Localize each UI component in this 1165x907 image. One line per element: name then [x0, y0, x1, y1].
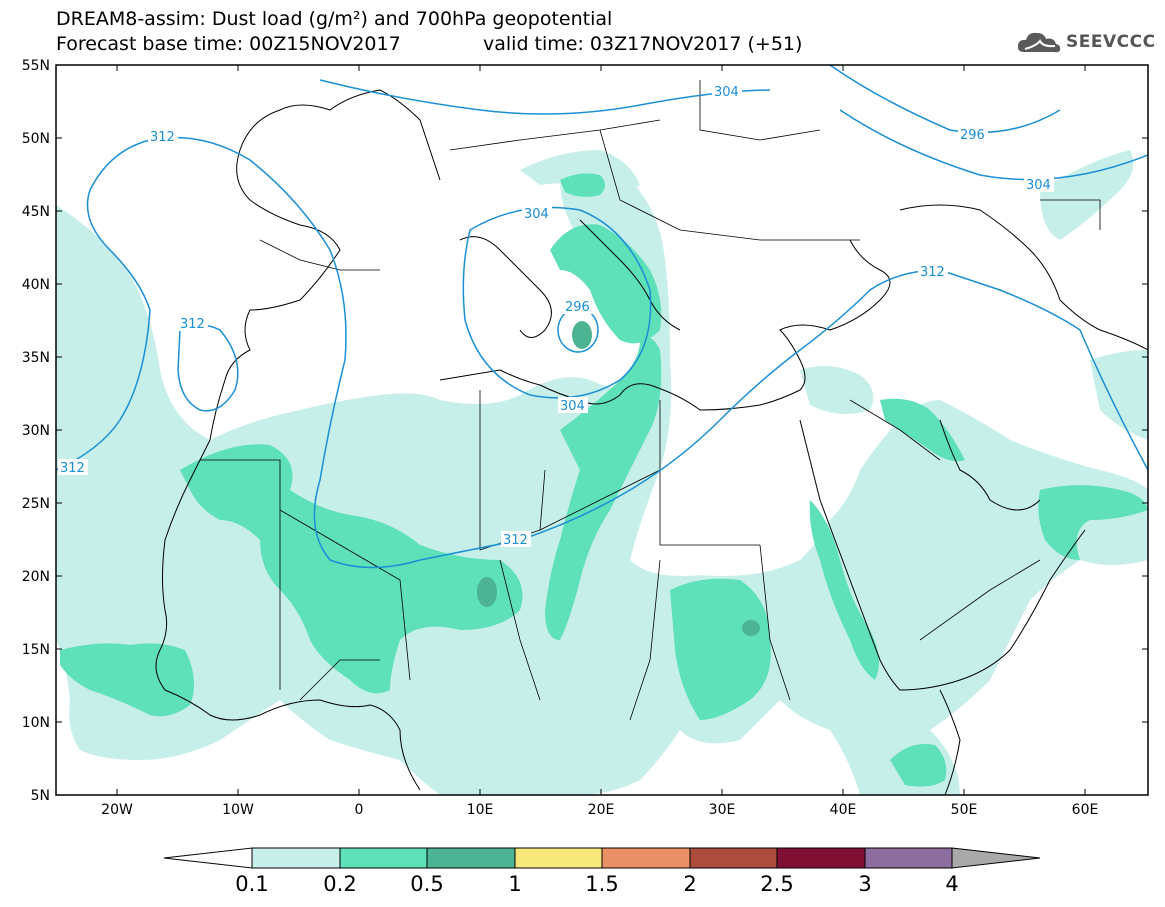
colorbar-label-0.1: 0.1: [235, 872, 268, 896]
title-line-1: DREAM8-assim: Dust load (g/m²) and 700hP…: [56, 8, 613, 30]
cloud-icon: [1017, 32, 1061, 53]
colorbar-swatch-5: [689, 847, 778, 869]
coastlines: [155, 89, 1148, 795]
colorbar-label-1: 1: [508, 872, 521, 896]
colorbar-swatch-6: [776, 847, 866, 869]
colorbar-label-2.5: 2.5: [760, 872, 793, 896]
contour-label-296-low: 296: [565, 300, 590, 315]
logo-text: SEEVCCC: [1066, 32, 1156, 52]
colorbar-high-arrow: [951, 847, 1041, 869]
colorbar-label-0.5: 0.5: [410, 872, 443, 896]
lat-label-45n: 45N: [22, 204, 50, 220]
lat-label-10n: 10N: [22, 715, 50, 731]
lon-label-40e: 40E: [830, 802, 857, 818]
contour-label-304-ne: 304: [1026, 178, 1051, 193]
lon-label-30e: 30E: [709, 802, 736, 818]
lat-label-30n: 30N: [22, 423, 50, 439]
geopotential-contours: [56, 65, 1148, 569]
contour-label-312-nw: 312: [150, 130, 175, 145]
colorbar-label-0.2: 0.2: [323, 872, 356, 896]
lon-label-50e: 50E: [951, 802, 978, 818]
colorbar-label-1.5: 1.5: [585, 872, 618, 896]
contour-label-304-north: 304: [714, 85, 739, 100]
colorbar-swatch-1: [339, 847, 428, 869]
lon-label-60e: 60E: [1072, 802, 1099, 818]
longitude-axis: [116, 65, 1086, 795]
latitude-axis: [56, 64, 1148, 796]
contour-label-312-west: 312: [180, 317, 205, 332]
lon-label-10e: 10E: [467, 802, 494, 818]
colorbar: [163, 847, 1041, 869]
contour-label-304-upper: 304: [524, 207, 549, 222]
colorbar-swatch-0: [251, 847, 341, 869]
colorbar-label-2: 2: [683, 872, 696, 896]
contour-labels: 304 296 304 312 312 312 312 312 304 296 …: [58, 83, 1054, 548]
lon-label-10w: 10W: [222, 802, 254, 818]
seevccc-logo: SEEVCCC: [1016, 28, 1156, 56]
colorbar-swatch-3: [514, 847, 603, 869]
lat-label-35n: 35N: [22, 350, 50, 366]
contour-label-296-ne: 296: [960, 128, 985, 143]
colorbar-label-4: 4: [945, 872, 958, 896]
lat-label-25n: 25N: [22, 496, 50, 512]
contour-label-304-low: 304: [560, 399, 585, 414]
lon-label-20w: 20W: [101, 802, 133, 818]
lat-label-50n: 50N: [22, 131, 50, 147]
contour-label-312-south: 312: [503, 533, 528, 548]
title-line-3: valid time: 03Z17NOV2017 (+51): [483, 33, 803, 55]
colorbar-swatch-4: [601, 847, 691, 869]
colorbar-low-arrow: [163, 847, 253, 869]
lat-label-40n: 40N: [22, 277, 50, 293]
contour-label-312-sw: 312: [60, 461, 85, 476]
lon-label-0: 0: [355, 802, 364, 818]
lat-label-20n: 20N: [22, 569, 50, 585]
latitude-labels: 55N 50N 45N 40N 35N 30N 25N 20N 15N 10N …: [22, 58, 50, 804]
lon-label-20e: 20E: [588, 802, 615, 818]
longitude-labels: 20W 10W 0 10E 20E 30E 40E 50E 60E: [101, 802, 1098, 818]
map-area: 304 296 304 312 312 312 312 312 304 296 …: [56, 65, 1148, 795]
country-borders: [200, 80, 1101, 721]
colorbar-labels: 0.1 0.2 0.5 1 1.5 2 2.5 3 4: [235, 872, 958, 896]
dust-layer-high: [477, 321, 760, 636]
lat-label-5n: 5N: [31, 788, 50, 804]
colorbar-label-3: 3: [858, 872, 871, 896]
contour-label-312-east: 312: [920, 265, 945, 280]
colorbar-swatch-7: [864, 847, 953, 869]
lat-label-55n: 55N: [22, 58, 50, 74]
title-line-2: Forecast base time: 00Z15NOV2017: [56, 33, 401, 55]
lat-label-15n: 15N: [22, 642, 50, 658]
colorbar-swatch-2: [426, 847, 516, 869]
